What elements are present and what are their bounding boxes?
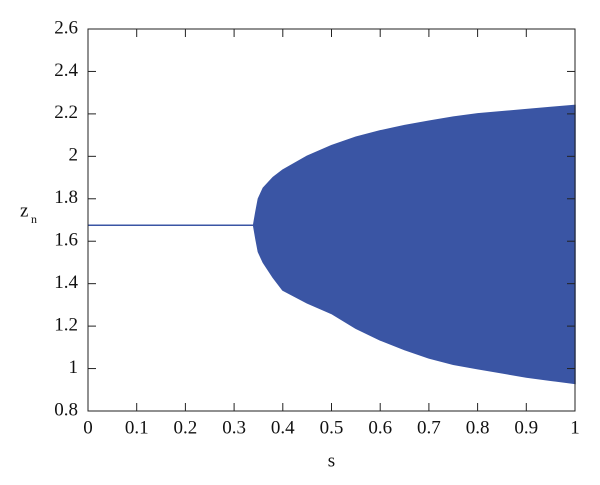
y-axis-label-subscript: n [31,212,37,226]
y-axis-label: z [20,200,28,221]
x-tick-label: 0.2 [174,417,198,438]
y-tick-label: 2.6 [54,17,78,38]
x-tick-label: 0.7 [417,417,441,438]
y-tick-label: 1.6 [54,230,78,251]
x-axis-label: s [328,450,335,471]
band-area [88,104,576,385]
y-tick-label: 1 [69,357,79,378]
x-tick-label: 0.8 [466,417,490,438]
y-tick-label: 2.2 [54,102,78,123]
x-tick-label: 0.4 [271,417,295,438]
y-tick-label: 2.4 [54,60,78,81]
y-tick-label: 1.2 [54,314,78,335]
x-tick-label: 0.9 [514,417,538,438]
x-tick-label: 1 [570,417,580,438]
x-tick-label: 0.6 [368,417,392,438]
x-tick-label: 0.1 [125,417,149,438]
y-tick-label: 1.4 [54,272,78,293]
x-tick-label: 0 [83,417,93,438]
y-tick-label: 0.8 [54,399,78,420]
y-tick-label: 1.8 [54,187,78,208]
y-tick-label: 2 [69,145,79,166]
x-tick-label: 0.5 [320,417,344,438]
x-tick-label: 0.3 [222,417,246,438]
